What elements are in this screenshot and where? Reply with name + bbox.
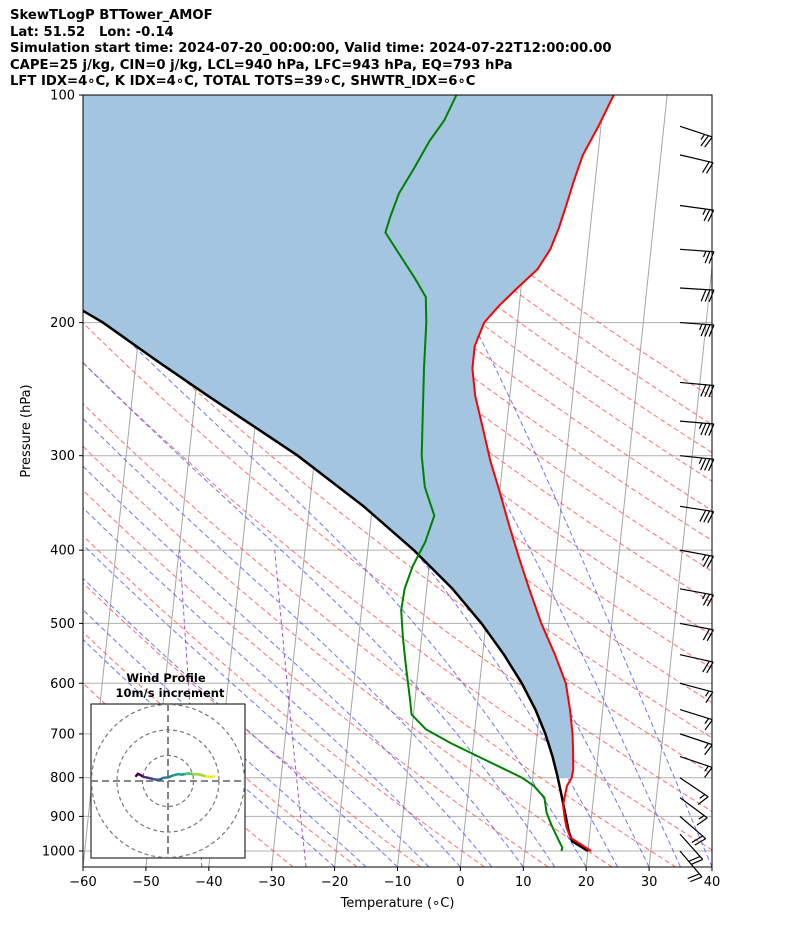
isotherm xyxy=(522,95,605,867)
wind-barb xyxy=(679,733,713,756)
dry-adiabat xyxy=(83,489,549,867)
cape-area xyxy=(83,95,614,778)
x-tick-label: 10 xyxy=(515,875,532,890)
wind-barb xyxy=(679,797,708,826)
wind-barb xyxy=(679,815,707,846)
moist-adiabat xyxy=(83,361,556,867)
x-tick-label: 20 xyxy=(578,875,595,890)
x-tick-label: −20 xyxy=(321,875,348,890)
wind-barb xyxy=(679,755,713,778)
indices-line-1: CAPE=25 j/kg, CIN=0 j/kg, LCL=940 hPa, L… xyxy=(10,57,513,73)
y-tick-label: 400 xyxy=(50,544,75,559)
y-tick-label: 800 xyxy=(50,771,75,786)
moist-adiabat xyxy=(83,638,335,867)
wind-barb xyxy=(679,708,713,731)
dry-adiabat xyxy=(234,95,712,454)
dry-adiabat xyxy=(83,403,677,867)
x-tick-label: −50 xyxy=(132,875,159,890)
x-tick-label: −40 xyxy=(195,875,222,890)
wind-barb xyxy=(679,654,714,674)
indices-line-2: LFT IDX=4∘C, K IDX=4∘C, TOTAL TOTS=39∘C,… xyxy=(10,74,476,90)
mixing-ratio-line xyxy=(274,550,307,867)
wind-barb xyxy=(679,125,713,148)
x-tick-label: −10 xyxy=(384,875,411,890)
x-tick-label: 30 xyxy=(641,875,658,890)
dry-adiabat xyxy=(83,582,422,867)
dry-adiabat xyxy=(83,322,712,813)
dewpoint-profile-line xyxy=(384,95,564,852)
y-tick-label: 900 xyxy=(50,810,75,825)
wind-barb xyxy=(679,321,715,337)
temperature-profile-line xyxy=(471,95,615,852)
dry-adiabat xyxy=(136,95,712,542)
moist-adiabat xyxy=(83,507,461,867)
inset-title: Wind Profile xyxy=(126,671,206,685)
y-tick-label: 100 xyxy=(50,89,75,104)
moist-adiabat xyxy=(83,417,524,867)
chart-title: SkewTLogP BTTower_AMOF xyxy=(10,8,213,23)
wind-barb xyxy=(679,588,714,607)
y-tick-label: 1000 xyxy=(42,844,75,859)
dry-adiabat xyxy=(83,361,712,851)
x-tick-label: −60 xyxy=(69,875,96,890)
wind-barb xyxy=(679,622,714,642)
wind-barb xyxy=(679,420,715,436)
y-tick-label: 600 xyxy=(50,677,75,692)
time-line: Simulation start time: 2024-07-20_00:00:… xyxy=(10,41,612,57)
dry-adiabat xyxy=(201,95,712,482)
dry-adiabat xyxy=(83,631,358,867)
isotherm xyxy=(0,95,38,867)
wind-barb xyxy=(679,455,715,472)
parcel-profile-line xyxy=(83,309,589,853)
wind-barb xyxy=(679,287,715,303)
isotherm xyxy=(585,95,668,867)
x-tick-label: 0 xyxy=(456,875,464,890)
wind-barb xyxy=(679,204,715,222)
moist-adiabat xyxy=(83,609,367,867)
moist-adiabat xyxy=(328,95,712,867)
wind-barb xyxy=(679,381,715,398)
wind-barb xyxy=(679,154,714,174)
y-tick-label: 200 xyxy=(50,316,75,331)
x-tick-label: 40 xyxy=(704,875,721,890)
moist-adiabat xyxy=(83,544,430,867)
wind-barb xyxy=(679,549,714,568)
x-tick-label: −30 xyxy=(258,875,285,890)
moist-adiabat xyxy=(83,465,493,867)
chart-header: SkewTLogP BTTower_AMOF Lat: 51.52 Lon: -… xyxy=(10,8,612,91)
location-line: Lat: 51.52 Lon: -0.14 xyxy=(10,24,174,40)
x-axis-label: Temperature (∘C) xyxy=(340,896,455,911)
isotherm xyxy=(648,262,712,867)
y-tick-label: 700 xyxy=(50,727,75,742)
inset-subtitle: 10m/s increment xyxy=(116,686,225,700)
wind-barb xyxy=(679,777,709,805)
wind-barb xyxy=(679,833,704,866)
hodograph-segment xyxy=(210,775,216,779)
y-tick-label: 500 xyxy=(50,617,75,632)
isotherm xyxy=(711,862,712,867)
dry-adiabat xyxy=(83,445,613,867)
y-axis-label: Pressure (hPa) xyxy=(19,384,34,477)
wind-barb xyxy=(679,505,715,524)
wind-barb xyxy=(679,248,715,264)
y-tick-label: 300 xyxy=(50,449,75,464)
